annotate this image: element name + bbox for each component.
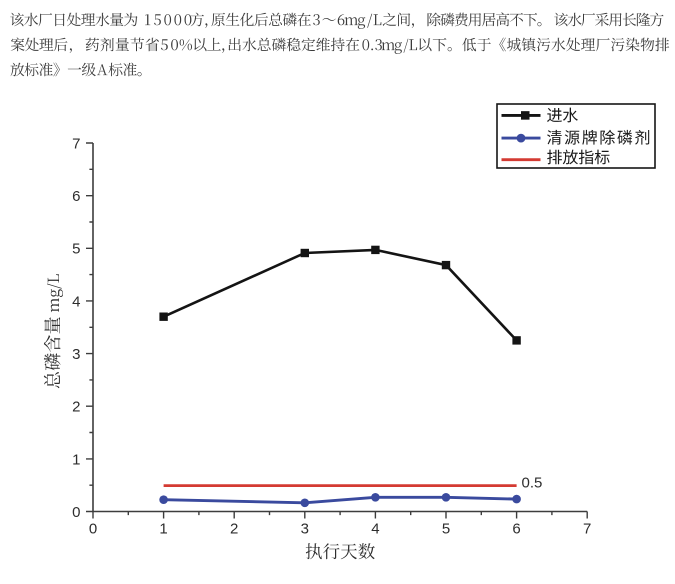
svg-text:0: 0 — [72, 504, 80, 521]
svg-text:7: 7 — [72, 135, 80, 152]
svg-text:3: 3 — [301, 521, 309, 538]
svg-text:4: 4 — [72, 293, 80, 310]
svg-text:6: 6 — [512, 521, 520, 538]
svg-text:4: 4 — [371, 521, 379, 538]
svg-text:2: 2 — [230, 521, 238, 538]
svg-text:0: 0 — [89, 521, 97, 538]
svg-text:5: 5 — [442, 521, 450, 538]
svg-text:7: 7 — [583, 521, 591, 538]
svg-text:0.5: 0.5 — [522, 474, 543, 491]
svg-text:2: 2 — [72, 399, 80, 416]
svg-text:6: 6 — [72, 188, 80, 205]
svg-text:3: 3 — [72, 346, 80, 363]
svg-text:1: 1 — [72, 451, 80, 468]
svg-text:5: 5 — [72, 241, 80, 258]
svg-text:1: 1 — [159, 521, 167, 538]
